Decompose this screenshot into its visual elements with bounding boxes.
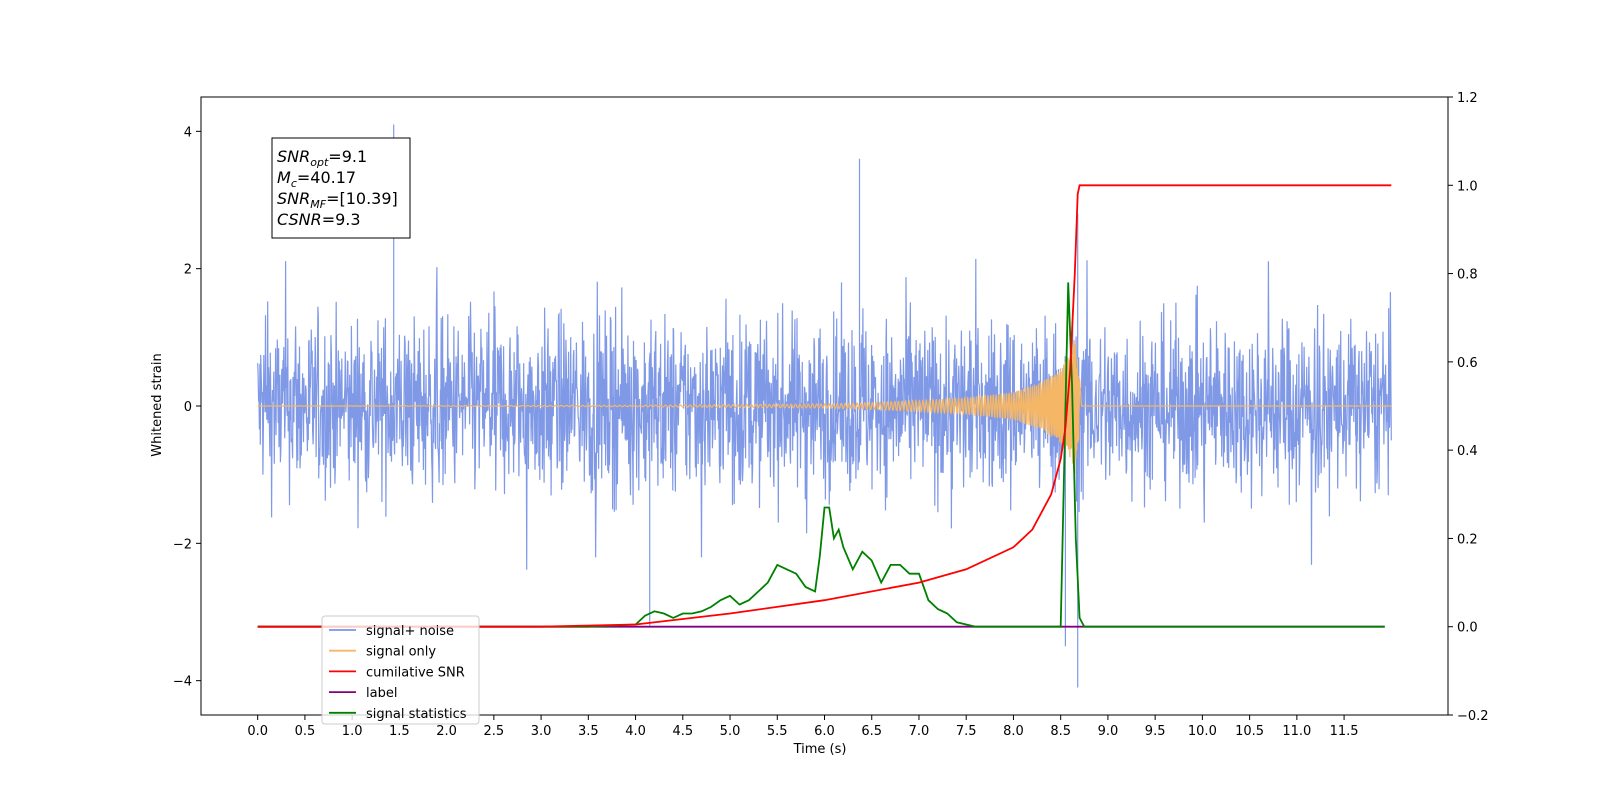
x-tick-label: 2.0 xyxy=(436,724,457,739)
x-tick-label: 7.0 xyxy=(909,724,930,739)
annotation-symbol: SNR xyxy=(277,147,310,166)
x-tick-label: 5.5 xyxy=(767,724,788,739)
annotation-value: =40.17 xyxy=(297,168,356,187)
annotation-value: =[10.39] xyxy=(326,189,398,208)
annotation-line: Mc=40.17 xyxy=(277,168,356,190)
x-tick-label: 11.0 xyxy=(1282,724,1311,739)
annotation-value: =9.3 xyxy=(322,210,361,229)
y-tick-label: 4 xyxy=(184,125,192,140)
x-tick-label: 0.0 xyxy=(247,724,268,739)
y2-tick-label: 0.0 xyxy=(1457,621,1478,636)
y-tick-label: 0 xyxy=(184,400,192,415)
y2-tick-label: 1.0 xyxy=(1457,179,1478,194)
series-layer xyxy=(257,124,1392,688)
annotation-line: SNRopt=9.1 xyxy=(277,147,367,169)
annotation-line: CSNR=9.3 xyxy=(277,210,361,229)
x-tick-label: 9.0 xyxy=(1098,724,1119,739)
x-tick-label: 2.5 xyxy=(484,724,505,739)
x-axis: 0.0 0.5 1.0 1.5 2.0 2.5 3.0 3.5 4.0 4.5 5.0 5.5 6.0 6… xyxy=(247,715,1359,739)
x-axis-label: Time (s) xyxy=(793,742,847,757)
annotation-subscript: MF xyxy=(310,198,326,211)
legend: signal+ noise signal only cumilative SNR la… xyxy=(321,615,480,725)
x-tick-label: 8.0 xyxy=(1003,724,1024,739)
y2-tick-label: 0.4 xyxy=(1457,444,1478,459)
x-tick-label: 11.5 xyxy=(1330,724,1359,739)
legend-entry: signal+ noise xyxy=(366,624,454,639)
x-tick-label: 3.5 xyxy=(578,724,599,739)
y-axis-right: 1.2 1.0 0.8 0.6 0.4 0.2 0.0 −0.2 xyxy=(1448,91,1489,724)
y-tick-label: −2 xyxy=(173,537,192,552)
series-cumilative-snr xyxy=(257,184,1392,628)
y-tick-label: −4 xyxy=(173,675,192,690)
x-tick-label: 7.5 xyxy=(956,724,977,739)
plot-area xyxy=(200,96,1449,716)
series-signal-only xyxy=(257,339,1392,474)
x-tick-label: 0.5 xyxy=(295,724,316,739)
x-tick-label: 8.5 xyxy=(1050,724,1071,739)
y2-tick-label: 0.6 xyxy=(1457,356,1478,371)
legend-frame xyxy=(321,615,480,725)
legend-entry: signal statistics xyxy=(366,707,467,722)
x-tick-label: 3.0 xyxy=(531,724,552,739)
y-axis-left: 4 2 0 −2 −4 xyxy=(173,125,201,690)
x-tick-label: 1.0 xyxy=(342,724,363,739)
x-tick-label: 4.0 xyxy=(625,724,646,739)
x-tick-label: 1.5 xyxy=(389,724,410,739)
y2-tick-label: −0.2 xyxy=(1457,709,1489,724)
annotation-line: SNRMF=[10.39] xyxy=(277,189,398,211)
x-tick-label: 10.0 xyxy=(1188,724,1217,739)
y2-tick-label: 0.8 xyxy=(1457,268,1478,283)
annotation-symbol: CSNR xyxy=(277,210,322,229)
legend-entry: label xyxy=(366,686,397,701)
y2-tick-label: 0.2 xyxy=(1457,532,1478,547)
annotation-symbol: M xyxy=(277,168,291,187)
x-tick-label: 5.0 xyxy=(720,724,741,739)
x-tick-label: 4.5 xyxy=(672,724,693,739)
annotation-frame xyxy=(271,137,411,239)
annotation-symbol: SNR xyxy=(277,189,310,208)
x-tick-label: 9.5 xyxy=(1145,724,1166,739)
y-axis-label: Whitened strain xyxy=(150,353,165,456)
annotation-value: =9.1 xyxy=(328,147,367,166)
series-signal-noise xyxy=(257,124,1392,688)
series-signal-statistics xyxy=(257,282,1385,628)
legend-entry: cumilative SNR xyxy=(366,665,465,680)
x-tick-label: 6.0 xyxy=(814,724,835,739)
legend-entry: signal only xyxy=(366,645,436,660)
x-tick-label: 10.5 xyxy=(1235,724,1264,739)
y2-tick-label: 1.2 xyxy=(1457,91,1478,106)
y-tick-label: 2 xyxy=(184,263,192,278)
annotation-subscript: c xyxy=(291,177,297,190)
x-tick-label: 6.5 xyxy=(861,724,882,739)
annotation-subscript: opt xyxy=(310,156,329,169)
